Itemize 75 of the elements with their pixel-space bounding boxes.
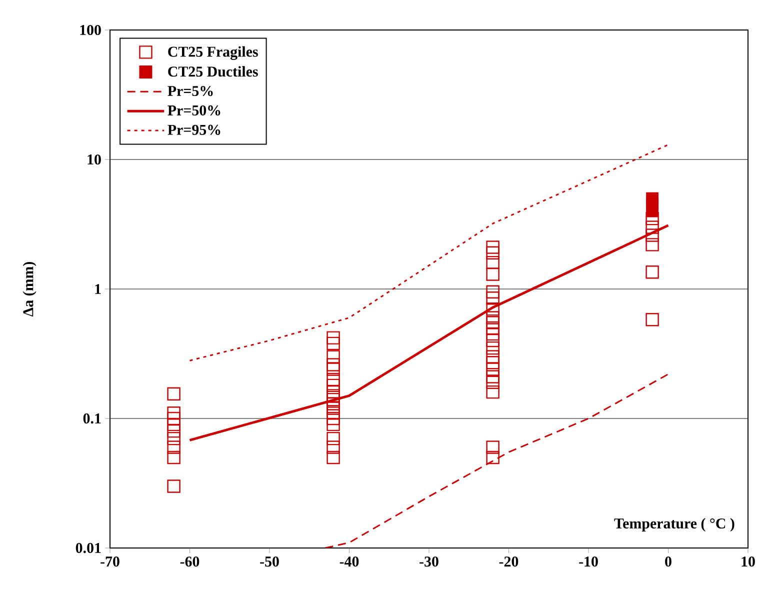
point [646,313,659,326]
point [486,292,500,305]
point [486,246,500,260]
point [167,418,180,432]
point [167,424,180,438]
x-tick-label: -40 [340,556,359,567]
point [486,450,500,464]
point [326,331,340,344]
legend-label: Pr=95% [168,124,220,135]
y-tick-label: 1 [95,284,101,294]
point [486,268,500,281]
y-tick-label: 100 [80,24,101,36]
point [486,334,500,348]
point [486,356,500,370]
point [326,418,340,432]
point [167,406,180,420]
point [646,266,659,279]
point [486,256,500,270]
y-axis-title: Δa (mm) [22,262,36,317]
point [167,387,180,400]
point [486,350,500,364]
point [646,212,659,226]
legend-label: Pr=5% [168,86,213,96]
line-series [189,144,669,362]
point [486,385,500,399]
x-tick-label: -60 [180,556,200,567]
point [486,285,500,298]
legend-label: Pr=50% [168,105,220,116]
point [326,440,340,454]
point [326,358,340,372]
y-tick-label: 10 [88,154,101,165]
point [486,440,500,454]
x-tick-label: -70 [100,556,120,567]
point [167,412,180,426]
point [326,412,340,426]
point [486,240,500,254]
point [326,362,340,376]
point [326,372,340,386]
point [486,316,500,330]
point [326,432,340,446]
x-tick-label: -30 [420,556,438,567]
point [486,370,500,384]
point [646,228,659,242]
point [646,220,659,234]
point [167,450,180,464]
line-series [188,224,670,442]
point [326,378,340,392]
x-tick-label: 0 [665,556,672,567]
point [326,392,340,406]
point [646,204,658,218]
x-axis-title: Temperature ( °C ) [614,518,734,532]
legend-label: CT25 Fragiles [168,46,258,60]
x-tick-label: -10 [579,556,598,567]
x-tick-label: 10 [742,556,755,567]
point [486,341,500,355]
point [326,406,340,420]
point [326,402,340,415]
point [167,432,180,446]
point [486,376,500,390]
point [326,336,340,350]
point [326,450,340,464]
point [486,327,500,341]
point [486,321,500,335]
point [167,480,180,493]
y-tick-label: 0.1 [83,413,101,424]
x-tick-label: -20 [499,556,518,567]
point [486,302,500,316]
point [486,362,500,376]
x-tick-label: -50 [260,556,279,567]
point [326,350,340,364]
point [486,311,500,324]
y-tick-label: 0.01 [76,542,101,554]
point [167,440,180,454]
legend-label: CT25 Ductiles [168,66,258,77]
point [646,238,659,252]
